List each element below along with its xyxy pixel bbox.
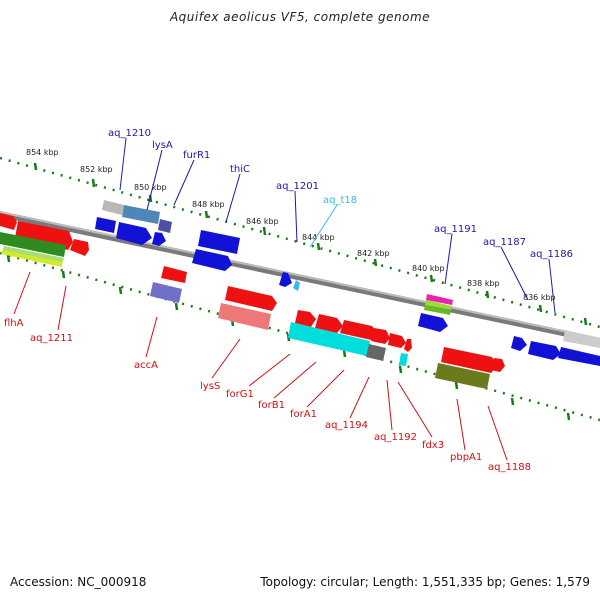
scale-label: 852 kbp bbox=[80, 165, 113, 174]
scale-ticks-top: 854 kbp 852 kbp 850 kbp 848 kbp 846 kbp … bbox=[26, 148, 588, 326]
genome-backbone bbox=[0, 210, 600, 345]
gene-label: fdx3 bbox=[422, 440, 444, 451]
gene-label: aq_1191 bbox=[434, 224, 477, 235]
gene-label: flhA bbox=[4, 318, 24, 329]
gene-label: lysA bbox=[152, 140, 173, 151]
accession-text: Accession: NC_000918 bbox=[10, 575, 147, 589]
scale-label: 838 kbp bbox=[467, 279, 500, 288]
gene-label: aq_1211 bbox=[30, 333, 73, 344]
gene-label: thiC bbox=[230, 164, 250, 175]
label-leaders bbox=[13, 137, 556, 461]
scale-label: 836 kbp bbox=[523, 293, 556, 302]
scale-ticks-bottom bbox=[6, 254, 571, 421]
gene-label: aq_1186 bbox=[530, 249, 573, 260]
scale-label: 848 kbp bbox=[192, 200, 225, 209]
scale-label: 844 kbp bbox=[302, 233, 335, 242]
scale-label: 854 kbp bbox=[26, 148, 59, 157]
gene-label: lysS bbox=[200, 381, 220, 392]
gene-labels-top: aq_1210 lysA furR1 thiC aq_1201 aq_t18 a… bbox=[108, 128, 573, 260]
gene-label: forA1 bbox=[290, 409, 317, 420]
gene-features-top bbox=[95, 200, 600, 366]
gene-label: aq_1194 bbox=[325, 420, 368, 431]
genome-summary-text: Topology: circular; Length: 1,551,335 bp… bbox=[260, 575, 590, 589]
gene-label: aq_1187 bbox=[483, 237, 526, 248]
gene-label: forG1 bbox=[226, 389, 254, 400]
scale-label: 850 kbp bbox=[134, 183, 167, 192]
gene-labels-bottom: flhA aq_1211 accA lysS forG1 forB1 forA1… bbox=[4, 318, 531, 473]
gene-label: aq_1188 bbox=[488, 462, 531, 473]
scale-label: 846 kbp bbox=[246, 217, 279, 226]
gene-label: aq_t18 bbox=[323, 195, 357, 206]
scale-label: 840 kbp bbox=[412, 264, 445, 273]
scale-label: 842 kbp bbox=[357, 249, 390, 258]
gene-label: aq_1210 bbox=[108, 128, 151, 139]
gene-label: furR1 bbox=[183, 150, 210, 161]
map-title: Aquifex aeolicus VF5, complete genome bbox=[169, 10, 431, 24]
gene-features-bottom bbox=[0, 213, 505, 389]
gene-label: pbpA1 bbox=[450, 452, 482, 463]
gene-label: accA bbox=[134, 360, 158, 371]
gene-label: aq_1201 bbox=[276, 181, 319, 192]
gene-label: aq_1192 bbox=[374, 432, 417, 443]
gene-label: forB1 bbox=[258, 400, 285, 411]
